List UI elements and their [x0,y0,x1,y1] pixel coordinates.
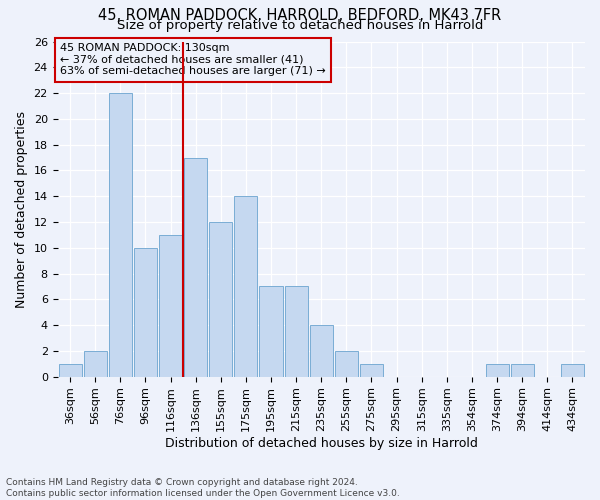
Bar [59,364,82,376]
Text: 45, ROMAN PADDOCK, HARROLD, BEDFORD, MK43 7FR: 45, ROMAN PADDOCK, HARROLD, BEDFORD, MK4… [98,8,502,22]
Text: Size of property relative to detached houses in Harrold: Size of property relative to detached ho… [117,19,483,32]
Bar [159,235,182,376]
Bar [485,364,509,376]
Bar [335,351,358,376]
Text: Contains HM Land Registry data © Crown copyright and database right 2024.
Contai: Contains HM Land Registry data © Crown c… [6,478,400,498]
Bar [259,286,283,376]
Bar [184,158,207,376]
Bar [284,286,308,376]
Bar [310,325,333,376]
Bar [209,222,232,376]
Bar [561,364,584,376]
Bar [235,196,257,376]
Y-axis label: Number of detached properties: Number of detached properties [15,110,28,308]
X-axis label: Distribution of detached houses by size in Harrold: Distribution of detached houses by size … [165,437,478,450]
Bar [83,351,107,376]
Text: 45 ROMAN PADDOCK: 130sqm
← 37% of detached houses are smaller (41)
63% of semi-d: 45 ROMAN PADDOCK: 130sqm ← 37% of detach… [60,43,326,76]
Bar [360,364,383,376]
Bar [134,248,157,376]
Bar [511,364,534,376]
Bar [109,93,132,376]
